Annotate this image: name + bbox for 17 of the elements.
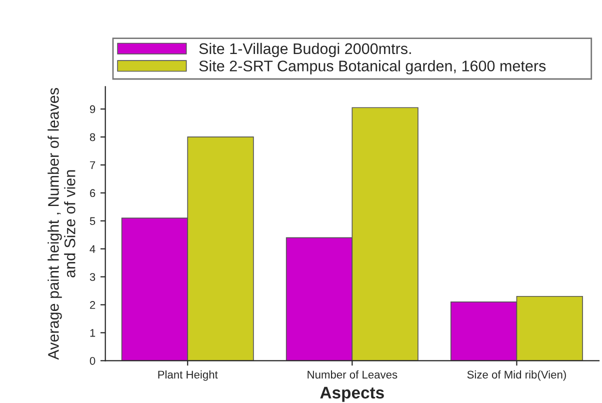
y-tick-label: 8 — [90, 133, 96, 142]
x-tick-label: Plant Height — [158, 370, 218, 381]
x-tick-label: Number of Leaves — [308, 370, 398, 379]
legend-label: Site 2-SRT Campus Botanical garden, 1600 meters — [199, 60, 546, 74]
y-tick-label: 2 — [90, 301, 96, 309]
y-tick-label: 4 — [90, 245, 96, 253]
y-axis-title: Average paint height , Number of leaves and Size of vien — [48, 88, 76, 360]
y-tick-label: 5 — [90, 217, 96, 226]
y-tick-label: 7 — [90, 161, 96, 169]
x-axis-title: Aspects — [320, 386, 384, 402]
y-tick-label: 6 — [90, 189, 96, 198]
y-tick-label: 3 — [90, 273, 96, 281]
x-tick-label: Size of Mid rib(Vien) — [467, 370, 566, 381]
legend-label: Site 1-Village Budogi 2000mtrs. — [199, 42, 411, 58]
y-tick-label: 9 — [90, 105, 96, 114]
y-tick-label: 1 — [90, 329, 96, 337]
y-tick-label: 0 — [90, 356, 96, 365]
